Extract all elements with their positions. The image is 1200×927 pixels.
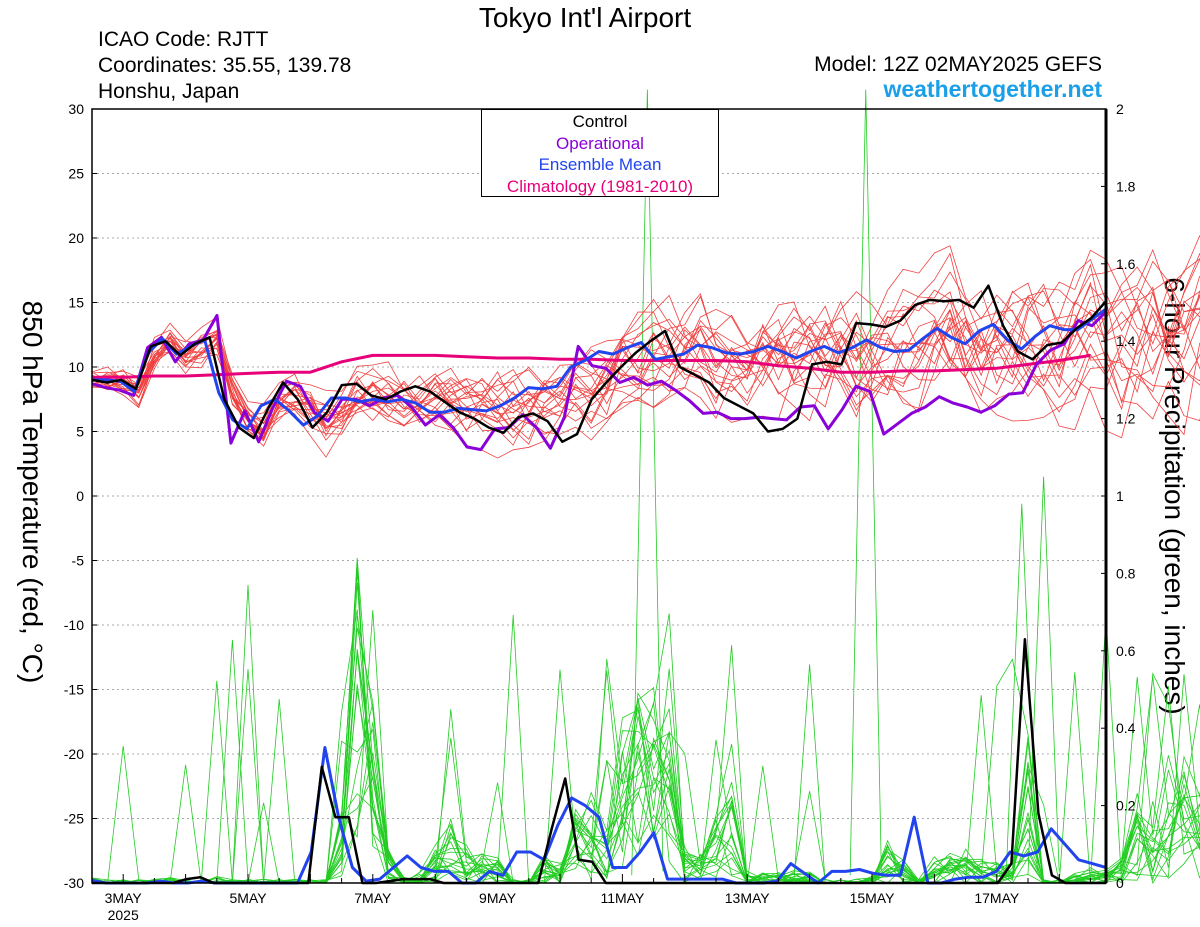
y-tick-label: -10 bbox=[64, 617, 84, 633]
series-control bbox=[91, 284, 1107, 444]
region: Honshu, Japan bbox=[98, 80, 240, 103]
legend-operational: Operational bbox=[556, 133, 644, 153]
x-tick-label: 13MAY bbox=[725, 890, 771, 906]
coordinates: Coordinates: 35.55, 139.78 bbox=[98, 54, 352, 77]
y2-tick-label: 0.8 bbox=[1116, 565, 1136, 581]
precip-member-line bbox=[631, 89, 664, 876]
x-tick-label: 9MAY bbox=[479, 890, 517, 906]
legend-ensemble-mean: Ensemble Mean bbox=[538, 155, 662, 174]
y2-tick-label: 0.4 bbox=[1116, 720, 1136, 736]
y2-tick-label: 1.8 bbox=[1116, 178, 1136, 194]
y-tick-label: -25 bbox=[64, 811, 84, 827]
y2-tick-label: 0.6 bbox=[1116, 643, 1136, 659]
x-tick-label: 15MAY bbox=[850, 890, 896, 906]
y-tick-label: 20 bbox=[68, 230, 84, 246]
y-tick-label: -20 bbox=[64, 746, 84, 762]
x-tick-label: 11MAY bbox=[600, 890, 644, 906]
y2-tick-label: 1 bbox=[1116, 488, 1124, 504]
x-tick-year: 2025 bbox=[108, 907, 139, 923]
chart-title: Tokyo Int'l Airport bbox=[478, 2, 692, 33]
y-tick-label: 5 bbox=[76, 424, 84, 440]
temp-member-line bbox=[91, 249, 1200, 423]
model-run: Model: 12Z 02MAY2025 GEFS bbox=[814, 53, 1102, 76]
icao-code: ICAO Code: RJTT bbox=[98, 28, 269, 51]
y-tick-label: 10 bbox=[68, 359, 84, 375]
precip-member-line bbox=[849, 89, 882, 876]
y2-tick-label: 1.2 bbox=[1116, 411, 1136, 427]
x-tick-label: 5MAY bbox=[229, 890, 267, 906]
y2-tick-label: 0 bbox=[1116, 875, 1124, 891]
y-tick-label: 25 bbox=[68, 166, 84, 182]
legend-climatology: Climatology (1981-2010) bbox=[506, 176, 694, 196]
station-info: ICAO Code: RJTT Coordinates: 35.55, 139.… bbox=[98, 27, 351, 105]
site-link[interactable]: weathertogether.net bbox=[883, 76, 1102, 102]
temp-member-line bbox=[91, 248, 1200, 435]
y2-tick-label: 1.4 bbox=[1116, 333, 1136, 349]
x-tick-label: 3MAY bbox=[105, 890, 143, 906]
y2-tick-label: 0.2 bbox=[1116, 798, 1136, 814]
series-ensemble-mean bbox=[92, 307, 1107, 431]
x-tick-label: 7MAY bbox=[354, 890, 392, 906]
series-climatology-1981-2010 bbox=[92, 353, 1091, 379]
y-tick-label: 30 bbox=[68, 101, 84, 117]
y-tick-label: -30 bbox=[64, 875, 84, 891]
y-tick-label: -15 bbox=[64, 682, 84, 698]
temp-member-line bbox=[91, 300, 1200, 446]
series-operational bbox=[91, 310, 1108, 452]
temp-member-line bbox=[91, 245, 1200, 425]
temp-member-line bbox=[91, 300, 1200, 440]
temp-member-line bbox=[91, 235, 1200, 429]
y2-tick-label: 1.6 bbox=[1116, 256, 1136, 272]
y-tick-label: 0 bbox=[76, 488, 84, 504]
y2-tick-label: 2 bbox=[1116, 101, 1124, 117]
series-control-precip bbox=[92, 637, 1106, 885]
y-tick-label: 15 bbox=[68, 295, 84, 311]
legend: Control Operational Ensemble Mean Climat… bbox=[481, 109, 719, 197]
x-tick-label: 17MAY bbox=[974, 890, 1020, 906]
temp-member-line bbox=[91, 289, 1200, 435]
axes: 302520151050-5-10-15-20-25-3021.81.61.41… bbox=[64, 101, 1136, 923]
legend-control: Control bbox=[572, 112, 628, 131]
y-tick-label: -5 bbox=[72, 553, 85, 569]
